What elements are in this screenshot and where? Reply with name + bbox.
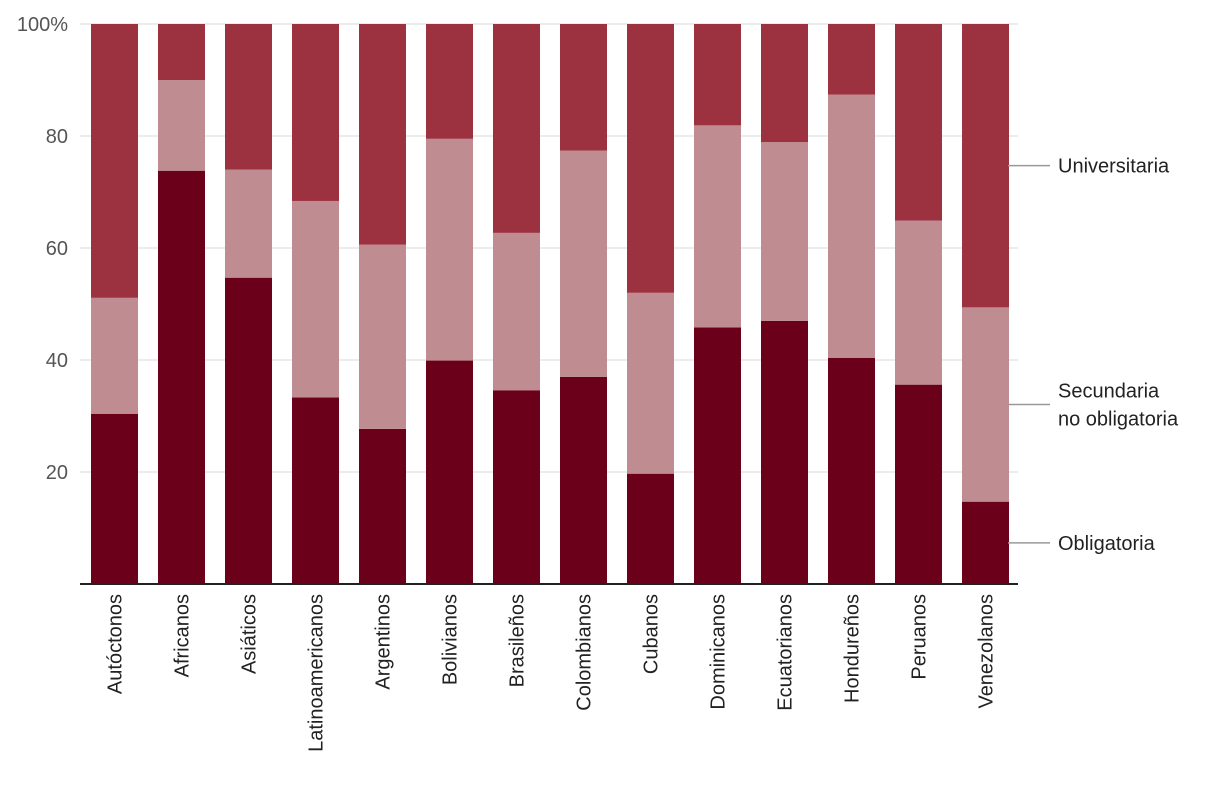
y-axis-ticks: 20 40 60 80 100% [17,14,68,484]
y-tick-label: 80 [46,126,68,148]
bar-segment-1-12 [895,220,942,385]
legend-label: no obligatoria [1058,409,1179,431]
bar-segment-2-2 [225,24,272,170]
x-category-label: Dominicanos [708,594,730,710]
bar-segment-0-6 [493,390,540,584]
bar-segment-1-2 [225,169,272,278]
bar-segment-1-5 [426,138,473,361]
bar-segment-2-12 [895,24,942,221]
y-tick-label: 40 [46,350,68,372]
bar-segment-1-6 [493,232,540,391]
legend-label: Secundaria [1058,381,1160,403]
x-category-label: Latinoamericanos [306,594,328,752]
bar-segment-0-4 [359,428,406,584]
bar-segment-0-13 [962,501,1009,584]
bar-segment-0-7 [560,376,607,584]
bar-segment-2-0 [91,24,138,298]
bar-segment-0-8 [627,473,674,584]
bar-segment-1-7 [560,150,607,377]
x-category-label: Bolivianos [440,594,462,685]
bar-segment-2-9 [694,24,741,126]
bar-segment-0-10 [761,320,808,584]
bar-segment-1-11 [828,94,875,358]
legend: Universitaria Secundaria no obligatoria Obl… [1008,156,1179,555]
x-category-label: Cubanos [641,594,663,674]
bar-segment-0-9 [694,327,741,584]
bars [91,24,1009,584]
bar-segment-2-1 [158,24,205,80]
bar-segment-1-1 [158,80,205,171]
bar-segment-1-8 [627,292,674,474]
bar-segment-2-7 [560,24,607,151]
bar-segment-1-4 [359,244,406,429]
bar-segment-0-3 [292,397,339,584]
bar-segment-2-8 [627,24,674,293]
x-category-label: Peruanos [909,594,931,680]
bar-segment-1-9 [694,125,741,328]
x-category-label: Ecuatorianos [775,594,797,711]
x-category-label: Hondureños [842,594,864,703]
x-axis-category-labels: Autóctonos Africanos Asiáticos Latinoameric… [105,594,998,752]
bar-segment-2-13 [962,24,1009,308]
bar-segment-2-3 [292,24,339,201]
x-category-label: Argentinos [373,594,395,690]
y-tick-label: 100% [17,14,68,36]
bar-segment-0-12 [895,384,942,584]
bar-segment-0-11 [828,357,875,584]
bar-segment-0-0 [91,413,138,584]
x-category-label: Venezolanos [976,594,998,709]
x-category-label: Africanos [172,594,194,677]
y-tick-label: 60 [46,238,68,260]
bar-segment-2-11 [828,24,875,95]
bar-segment-2-5 [426,24,473,139]
bar-segment-2-10 [761,24,808,143]
bar-segment-0-1 [158,170,205,584]
bar-segment-1-3 [292,200,339,398]
x-category-label: Autóctonos [105,594,127,694]
x-category-label: Brasileños [507,594,529,687]
bar-segment-1-13 [962,307,1009,502]
legend-label: Obligatoria [1058,533,1156,555]
bar-segment-1-0 [91,297,138,414]
bar-segment-2-6 [493,24,540,233]
bar-segment-1-10 [761,142,808,321]
gridlines [80,23,1018,473]
bar-segment-0-2 [225,277,272,584]
bar-segment-2-4 [359,24,406,245]
x-category-label: Asiáticos [239,594,261,674]
bar-segment-0-5 [426,360,473,584]
x-category-label: Colombianos [574,594,596,711]
legend-label: Universitaria [1058,156,1170,178]
y-tick-label: 20 [46,462,68,484]
